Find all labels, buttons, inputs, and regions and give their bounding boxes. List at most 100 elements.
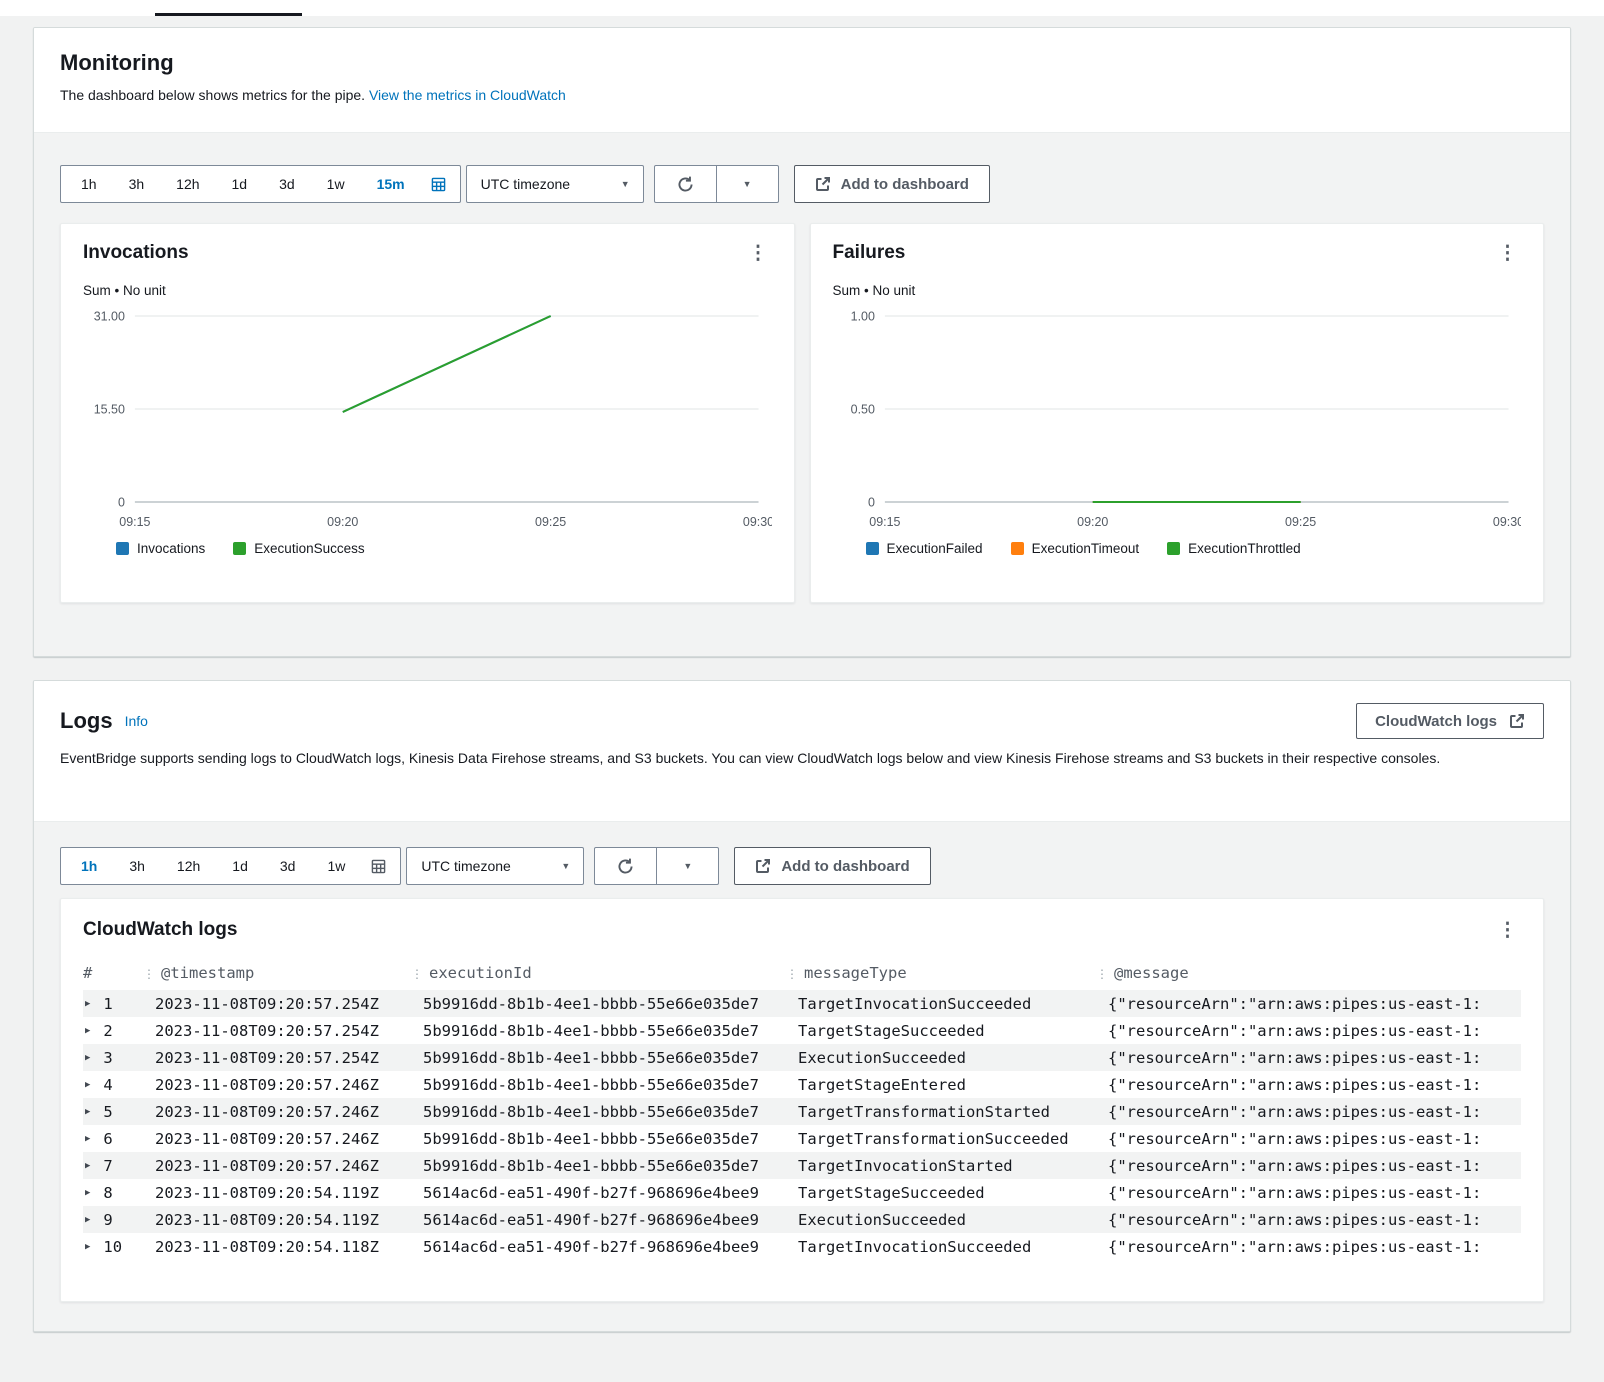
chart-subtitle: Sum • No unit bbox=[832, 283, 916, 298]
log-row: ▶ 8 2023-11-08T09:20:54.119Z 5614ac6d-ea51-… bbox=[83, 1179, 1521, 1206]
time-range-12h[interactable]: 12h bbox=[160, 166, 215, 202]
cell-message: {"resourceArn":"arn:aws:pipes:us-east-1: bbox=[1108, 994, 1482, 1013]
svg-text:0: 0 bbox=[867, 495, 874, 509]
log-row: ▶ 1 2023-11-08T09:20:57.254Z 5b9916dd-8b1b-… bbox=[83, 990, 1521, 1017]
logs-table-header: # ⋮ @timestamp ⋮ executionId ⋮ messageType … bbox=[83, 956, 1521, 990]
expand-row-icon[interactable]: ▶ bbox=[85, 1025, 91, 1036]
row-number: 5 bbox=[103, 1102, 113, 1121]
svg-text:09:20: 09:20 bbox=[327, 515, 358, 529]
time-range-1d[interactable]: 1d bbox=[216, 166, 264, 202]
kebab-menu-icon[interactable]: ⋮ bbox=[745, 242, 772, 265]
column-header-index[interactable]: # bbox=[83, 964, 93, 982]
log-row: ▶ 9 2023-11-08T09:20:54.119Z 5614ac6d-ea51-… bbox=[83, 1206, 1521, 1233]
refresh-options-button[interactable]: ▼ bbox=[656, 847, 720, 885]
svg-text:09:30: 09:30 bbox=[1492, 515, 1521, 529]
expand-row-icon[interactable]: ▶ bbox=[85, 1241, 91, 1252]
expand-row-icon[interactable]: ▶ bbox=[85, 1160, 91, 1171]
custom-range-calendar-button[interactable] bbox=[361, 848, 396, 884]
column-header-timestamp[interactable]: ⋮ @timestamp bbox=[143, 964, 255, 982]
kebab-menu-icon[interactable]: ⋮ bbox=[1494, 919, 1521, 942]
log-row: ▶ 4 2023-11-08T09:20:57.246Z 5b9916dd-8b1b-… bbox=[83, 1071, 1521, 1098]
active-tab-indicator bbox=[155, 13, 302, 16]
time-range-1d[interactable]: 1d bbox=[216, 848, 264, 884]
expand-row-icon[interactable]: ▶ bbox=[85, 1052, 91, 1063]
time-range-3d[interactable]: 3d bbox=[263, 166, 311, 202]
time-range-1h[interactable]: 1h bbox=[65, 848, 113, 884]
svg-text:31.00: 31.00 bbox=[94, 309, 125, 323]
expand-row-icon[interactable]: ▶ bbox=[85, 1133, 91, 1144]
cell-timestamp: 2023-11-08T09:20:57.254Z bbox=[155, 994, 379, 1013]
cloudwatch-metrics-link[interactable]: View the metrics in CloudWatch bbox=[368, 87, 566, 103]
invocations-chart-panel: Invocations ⋮ Sum • No unit 0 15.50 31.00 0… bbox=[60, 223, 795, 603]
calendar-grid-icon bbox=[372, 859, 386, 873]
legend-swatch bbox=[1167, 542, 1181, 555]
legend-item[interactable]: ExecutionSuccess bbox=[233, 541, 365, 556]
cell-message: {"resourceArn":"arn:aws:pipes:us-east-1: bbox=[1108, 1156, 1482, 1175]
cell-messagetype: TargetInvocationSucceeded bbox=[798, 994, 1032, 1013]
cell-executionid: 5b9916dd-8b1b-4ee1-bbbb-55e66e035de7 bbox=[423, 1048, 759, 1067]
cloudwatch-logs-panel: CloudWatch logs ⋮ # ⋮ @timestamp ⋮ executi… bbox=[60, 898, 1544, 1302]
expand-row-icon[interactable]: ▶ bbox=[85, 998, 91, 1009]
cell-executionid: 5b9916dd-8b1b-4ee1-bbbb-55e66e035de7 bbox=[423, 1156, 759, 1175]
expand-row-icon[interactable]: ▶ bbox=[85, 1106, 91, 1117]
time-range-3h[interactable]: 3h bbox=[113, 848, 161, 884]
legend-swatch bbox=[865, 542, 879, 555]
cell-timestamp: 2023-11-08T09:20:54.119Z bbox=[155, 1183, 379, 1202]
timezone-dropdown[interactable]: UTC timezone ▼ bbox=[406, 847, 585, 885]
legend-item[interactable]: ExecutionFailed bbox=[865, 541, 983, 556]
cell-timestamp: 2023-11-08T09:20:57.254Z bbox=[155, 1021, 379, 1040]
add-to-dashboard-button[interactable]: Add to dashboard bbox=[734, 847, 931, 885]
expand-row-icon[interactable]: ▶ bbox=[85, 1214, 91, 1225]
time-range-15m[interactable]: 15m bbox=[361, 166, 421, 202]
column-grip-icon: ⋮ bbox=[1096, 967, 1108, 981]
refresh-icon bbox=[618, 858, 633, 874]
refresh-options-button[interactable]: ▼ bbox=[715, 165, 779, 203]
invocations-line-chart: 0 15.50 31.00 09:15 09:20 09:25 09:30 bbox=[94, 309, 772, 529]
logs-description: EventBridge supports sending logs to Clo… bbox=[60, 750, 1441, 766]
monitoring-title: Monitoring bbox=[60, 50, 174, 75]
row-number: 6 bbox=[103, 1129, 113, 1148]
chart-legend: Invocations ExecutionSuccess bbox=[83, 541, 772, 556]
time-range-12h[interactable]: 12h bbox=[161, 848, 216, 884]
row-number: 10 bbox=[103, 1237, 123, 1256]
kebab-menu-icon[interactable]: ⋮ bbox=[1494, 242, 1521, 265]
time-range-selector: 1h 3h 12h 1d 3d 1w bbox=[60, 847, 402, 885]
cell-messagetype: ExecutionSucceeded bbox=[798, 1210, 966, 1229]
cell-executionid: 5614ac6d-ea51-490f-b27f-968696e4bee9 bbox=[423, 1237, 759, 1256]
add-to-dashboard-button[interactable]: Add to dashboard bbox=[793, 165, 990, 203]
time-range-3h[interactable]: 3h bbox=[113, 166, 161, 202]
time-range-1w[interactable]: 1w bbox=[311, 848, 361, 884]
svg-text:1.00: 1.00 bbox=[850, 309, 874, 323]
time-range-1w[interactable]: 1w bbox=[311, 166, 361, 202]
legend-swatch bbox=[1010, 542, 1024, 555]
failures-chart-panel: Failures ⋮ Sum • No unit 0 0.50 1.00 09:15 0… bbox=[809, 223, 1544, 603]
column-header-executionid[interactable]: ⋮ executionId bbox=[411, 964, 532, 982]
logs-toolbar: 1h 3h 12h 1d 3d 1w UTC timezone ▼ ▼ bbox=[60, 847, 1544, 885]
custom-range-calendar-button[interactable] bbox=[421, 166, 456, 202]
cell-timestamp: 2023-11-08T09:20:57.246Z bbox=[155, 1102, 379, 1121]
failures-line-chart: 0 0.50 1.00 09:15 09:20 09:25 09:30 bbox=[850, 309, 1521, 529]
refresh-button[interactable] bbox=[594, 847, 658, 885]
log-row: ▶ 6 2023-11-08T09:20:57.246Z 5b9916dd-8b1b-… bbox=[83, 1125, 1521, 1152]
legend-item[interactable]: ExecutionTimeout bbox=[1010, 541, 1139, 556]
row-number: 8 bbox=[103, 1183, 113, 1202]
timezone-dropdown[interactable]: UTC timezone ▼ bbox=[465, 165, 644, 203]
cloudwatch-logs-button[interactable]: CloudWatch logs bbox=[1356, 703, 1544, 739]
info-link[interactable]: Info bbox=[124, 713, 148, 729]
legend-item[interactable]: Invocations bbox=[116, 541, 205, 556]
chart-title: Invocations bbox=[83, 242, 189, 263]
column-header-messagetype[interactable]: ⋮ messageType bbox=[786, 964, 907, 982]
chart-legend: ExecutionFailed ExecutionTimeout Execution… bbox=[833, 541, 1522, 556]
logs-card: Logs Info CloudWatch logs EventBridge su… bbox=[33, 680, 1571, 1332]
expand-row-icon[interactable]: ▶ bbox=[85, 1187, 91, 1198]
svg-text:09:15: 09:15 bbox=[119, 515, 150, 529]
expand-row-icon[interactable]: ▶ bbox=[85, 1079, 91, 1090]
time-range-3d[interactable]: 3d bbox=[264, 848, 312, 884]
time-range-1h[interactable]: 1h bbox=[65, 166, 113, 202]
column-header-message[interactable]: ⋮ @message bbox=[1096, 964, 1189, 982]
legend-item[interactable]: ExecutionThrottled bbox=[1167, 541, 1301, 556]
top-tab-bar bbox=[0, 0, 1604, 16]
chevron-down-icon: ▼ bbox=[683, 861, 693, 871]
cell-timestamp: 2023-11-08T09:20:57.246Z bbox=[155, 1075, 379, 1094]
refresh-button[interactable] bbox=[653, 165, 717, 203]
